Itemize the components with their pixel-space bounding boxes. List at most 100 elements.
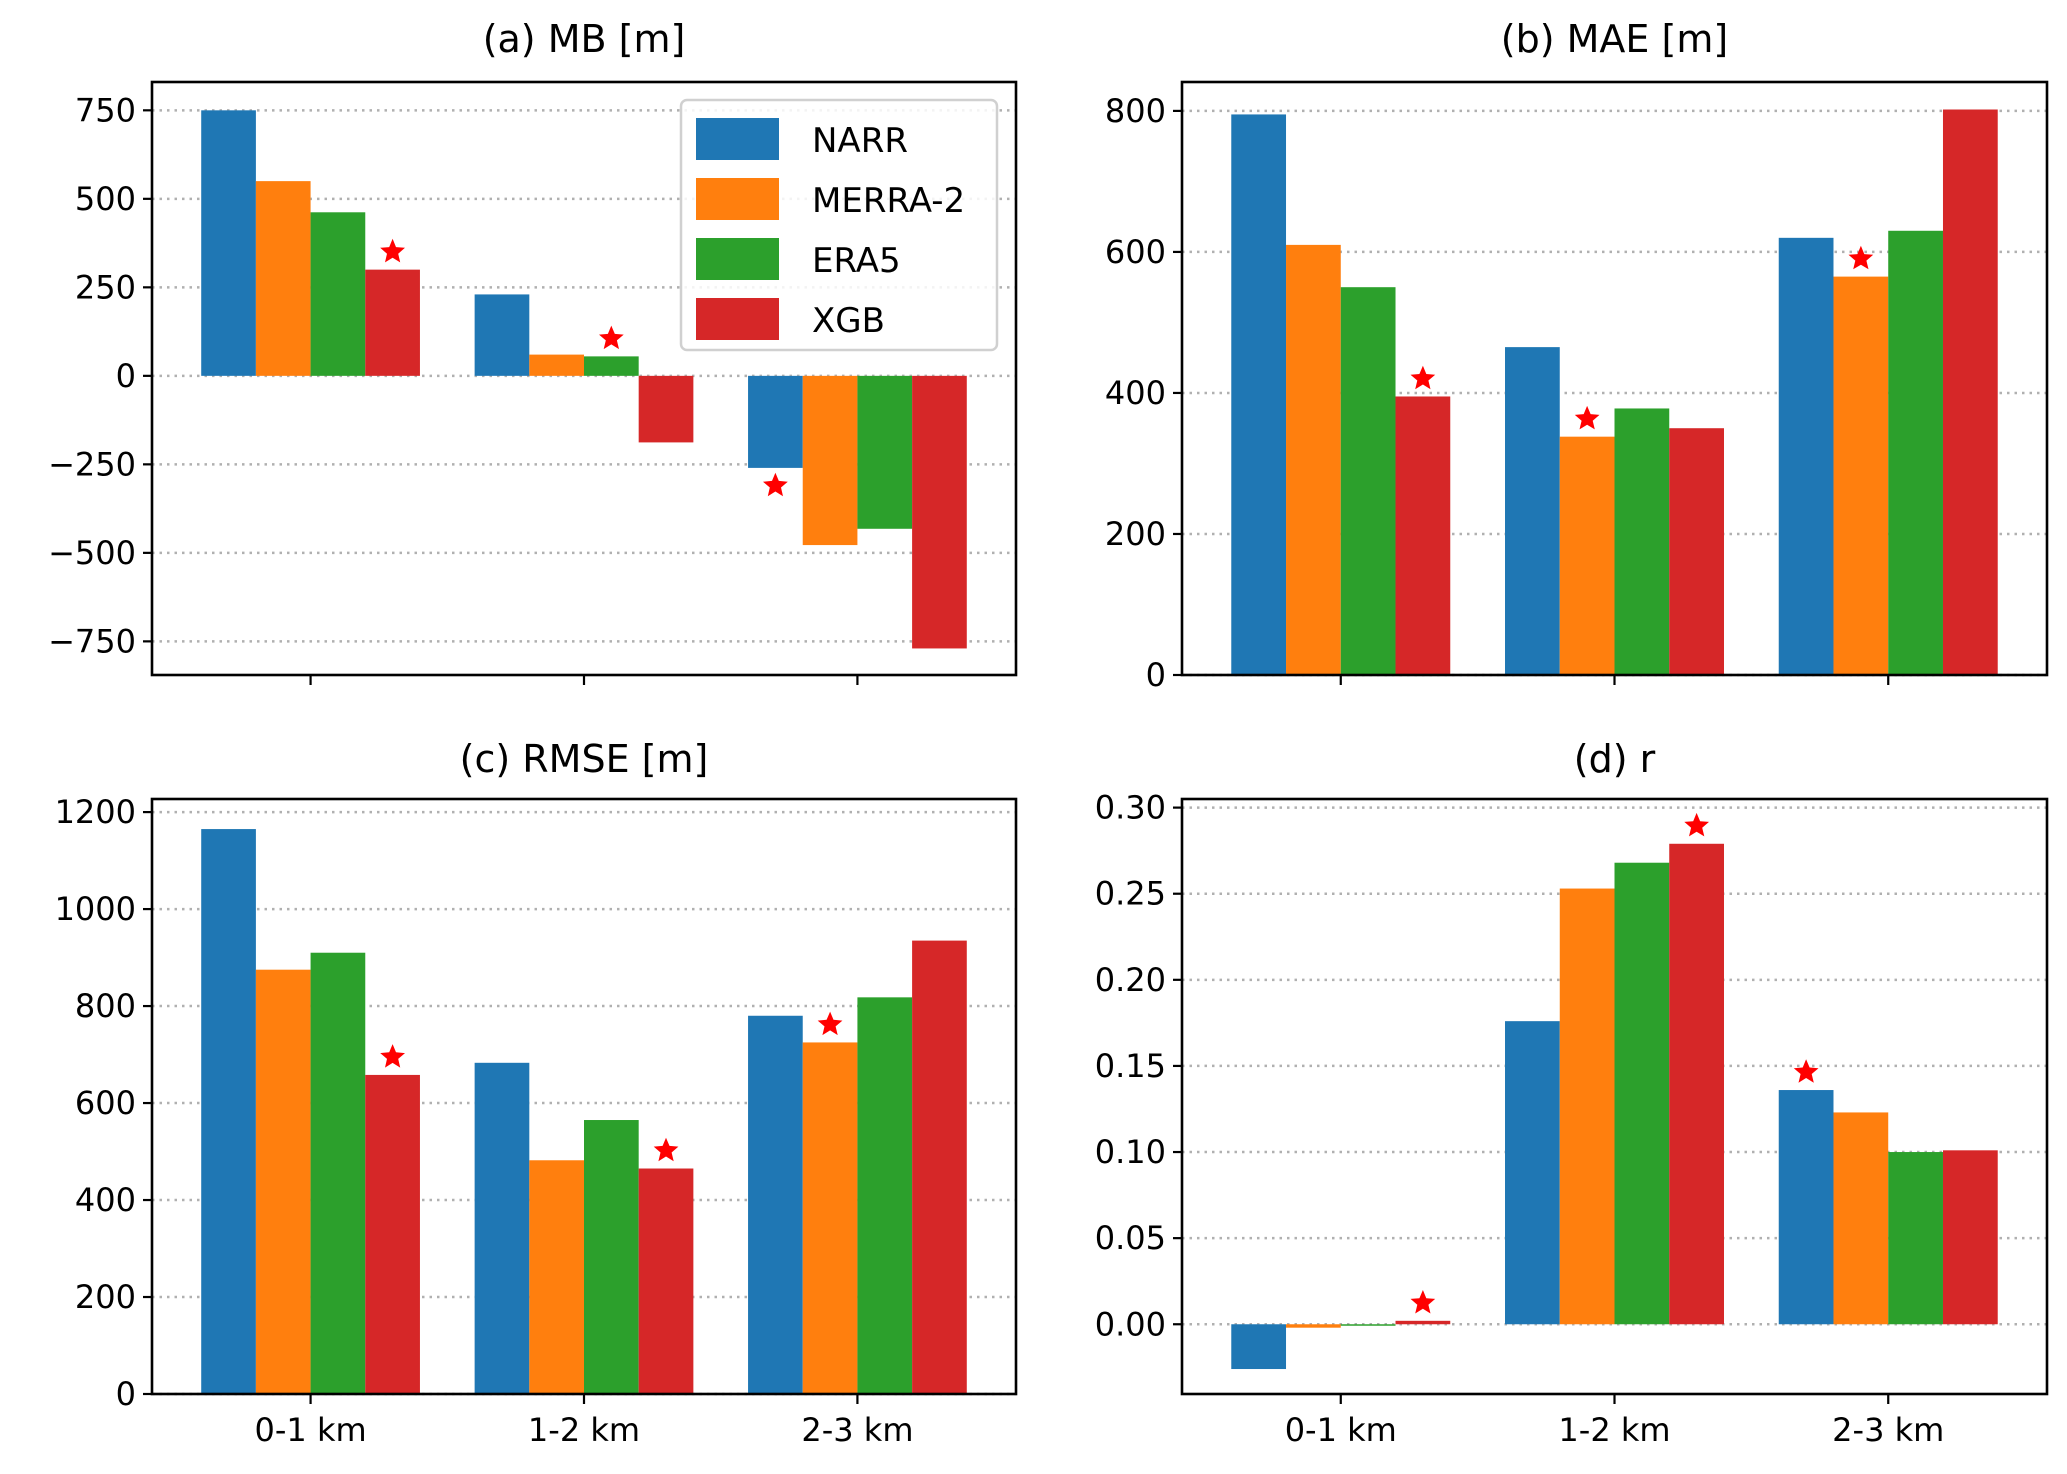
legend-label: XGB	[812, 301, 885, 341]
best-star-icon	[599, 325, 624, 350]
bar-narr-0	[201, 829, 256, 1394]
bar-xgb-2	[1942, 109, 1998, 676]
y-tick-label: 250	[75, 268, 136, 306]
best-star-icon	[763, 472, 788, 497]
y-tick-label: 800	[1105, 92, 1166, 130]
bar-xgb-0	[365, 1074, 420, 1394]
bar-narr-1	[1505, 347, 1560, 675]
best-star-icon	[380, 1044, 405, 1068]
y-tick-label: 0.25	[1095, 875, 1166, 913]
bar-xgb-1	[1669, 428, 1724, 675]
y-tick-label: 0.10	[1095, 1133, 1166, 1171]
bar-narr-1	[474, 1062, 530, 1394]
bar-era5-0	[310, 212, 366, 376]
x-tick-label: 0-1 km	[255, 1411, 367, 1449]
panel-c: (c) RMSE [m] 0 200 400 600 800 1000 1200 0-1 km 1…	[55, 737, 1018, 1449]
x-tick-label: 1-2 km	[1558, 1411, 1670, 1449]
bar-merra-2-0	[255, 181, 311, 376]
x-tick-label: 1-2 km	[528, 1411, 640, 1449]
bar-era5-2	[1888, 230, 1943, 675]
legend: NARR MERRA-2 ERA5 XGB	[679, 98, 999, 352]
bar-xgb-1	[638, 375, 694, 443]
y-tick-label: 0.15	[1095, 1047, 1166, 1085]
legend-swatch-narr	[696, 118, 779, 160]
y-tick-label: −500	[48, 534, 136, 572]
panel-title: (a) MB [m]	[483, 17, 686, 61]
legend-label: NARR	[812, 121, 908, 161]
bar-era5-0	[310, 952, 366, 1394]
bar-merra-2-0	[1286, 244, 1341, 675]
bar-merra-2-0	[1286, 1324, 1341, 1328]
legend-frame	[679, 98, 999, 352]
best-star-icon	[1684, 812, 1709, 837]
bar-era5-1	[1614, 408, 1670, 675]
x-tick-label: 2-3 km	[801, 1411, 913, 1449]
best-star-icon	[817, 1011, 843, 1036]
bar-xgb-0	[365, 269, 420, 376]
legend-swatch-era5	[696, 238, 779, 280]
best-star-icon	[1848, 245, 1874, 270]
bar-merra-2-1	[529, 1160, 584, 1394]
y-tick-label: 0.00	[1095, 1305, 1166, 1343]
bar-narr-2	[1778, 1090, 1834, 1325]
bar-era5-2	[857, 375, 913, 529]
bar-merra-2-2	[1833, 276, 1889, 675]
bar-xgb-0	[1395, 396, 1451, 675]
y-tick-label: 0	[1146, 656, 1166, 694]
bar-xgb-0	[1395, 1320, 1451, 1325]
bar-merra-2-1	[529, 354, 584, 376]
legend-swatch-merra-2	[696, 178, 779, 220]
best-star-icon	[1574, 405, 1600, 430]
bar-era5-1	[584, 356, 639, 376]
bar-narr-2	[748, 375, 803, 468]
bar-xgb-2	[912, 375, 967, 649]
panel-title: (d) r	[1574, 737, 1656, 781]
y-tick-label: 200	[75, 1278, 136, 1316]
bar-narr-1	[474, 294, 530, 376]
best-star-icon	[653, 1137, 679, 1162]
panel-d: (d) r 0.00 0.05 0.10 0.15 0.20 0.25 0.30 0-1 km 1…	[1095, 737, 2049, 1449]
bar-era5-2	[857, 997, 913, 1394]
bar-merra-2-1	[1559, 888, 1615, 1325]
panel-title: (c) RMSE [m]	[460, 737, 709, 781]
bar-era5-1	[584, 1120, 639, 1394]
bar-narr-1	[1505, 1021, 1560, 1325]
x-tick-label: 2-3 km	[1832, 1411, 1944, 1449]
y-tick-label: 0.20	[1095, 961, 1166, 999]
y-tick-label: 0.30	[1095, 789, 1166, 827]
bar-xgb-1	[638, 1168, 694, 1394]
y-tick-label: 750	[75, 91, 136, 129]
y-tick-label: 600	[75, 1084, 136, 1122]
bar-merra-2-2	[802, 1042, 858, 1394]
y-tick-label: 400	[1105, 374, 1166, 412]
bar-merra-2-0	[255, 969, 311, 1394]
y-tick-label: 1200	[55, 793, 136, 831]
bar-xgb-2	[1942, 1150, 1998, 1325]
best-star-icon	[380, 238, 405, 263]
bar-merra-2-2	[802, 375, 858, 546]
bar-merra-2-1	[1559, 436, 1615, 675]
bar-narr-0	[201, 110, 256, 376]
bar-era5-0	[1340, 287, 1396, 675]
panel-title: (b) MAE [m]	[1501, 17, 1728, 61]
bar-era5-0	[1340, 1324, 1396, 1326]
bar-merra-2-2	[1833, 1112, 1889, 1325]
y-tick-label: 400	[75, 1181, 136, 1219]
y-tick-label: −750	[48, 622, 136, 660]
legend-label: ERA5	[812, 241, 901, 281]
y-tick-label: 600	[1105, 233, 1166, 271]
y-tick-label: 0.05	[1095, 1219, 1166, 1257]
y-tick-label: 200	[1105, 515, 1166, 553]
bar-xgb-1	[1669, 843, 1724, 1325]
bar-era5-1	[1614, 862, 1670, 1325]
y-tick-label: −250	[48, 445, 136, 483]
y-tick-label: 800	[75, 987, 136, 1025]
y-tick-label: 500	[75, 180, 136, 218]
x-tick-label: 0-1 km	[1285, 1411, 1397, 1449]
bar-narr-0	[1231, 114, 1287, 676]
legend-label: MERRA-2	[812, 181, 965, 221]
bar-narr-2	[1778, 237, 1834, 676]
y-tick-label: 1000	[55, 890, 136, 928]
panel-a: (a) MB [m] −750 −500 −250 0 250 500 750 NARR MERR…	[48, 17, 1018, 685]
